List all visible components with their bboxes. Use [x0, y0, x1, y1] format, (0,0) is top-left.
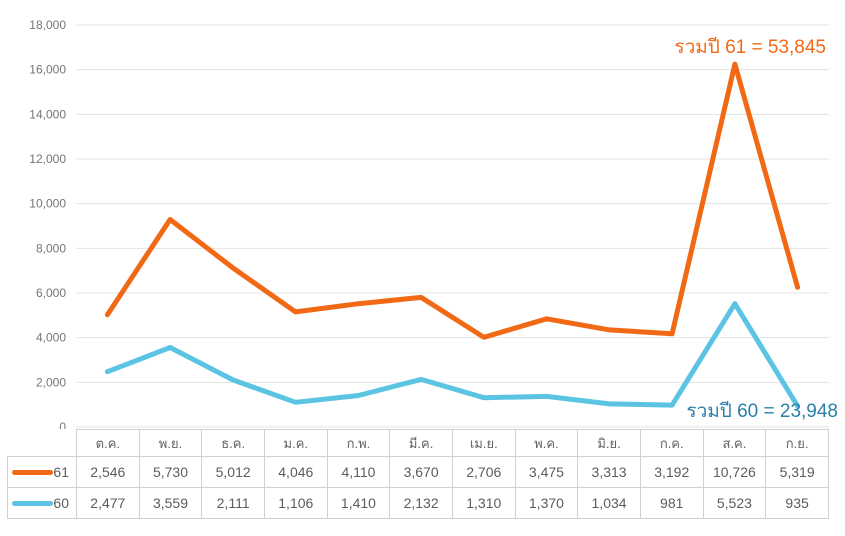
- annotation-total-61: รวมปี 61 = 53,845: [674, 36, 826, 58]
- value-cell: 2,706: [451, 456, 516, 488]
- series-line-61: [104, 61, 801, 340]
- value-cell: 3,313: [577, 456, 641, 488]
- value-cell: 3,475: [514, 456, 579, 488]
- series-label: 61: [53, 464, 69, 480]
- value-cell: 5,523: [702, 487, 767, 519]
- y-axis-tick-label: 4,000: [36, 331, 66, 345]
- y-axis-tick-label: 18,000: [29, 18, 66, 32]
- value-cell: 4,110: [326, 456, 391, 488]
- value-cell: 2,546: [76, 456, 140, 488]
- y-axis-tick-label: 14,000: [29, 107, 66, 121]
- value-cell: 981: [639, 487, 704, 519]
- y-axis-tick-label: 12,000: [29, 152, 66, 166]
- table-row-61: 61 2,546 5,730 5,012 4,046 4,110 3,670 2,706 3,4…: [7, 456, 829, 488]
- table-header-row: ต.ค. พ.ย. ธ.ค. ม.ค. ก.พ. มี.ค. เม.ย. พ.ค. มิ.ย. ก…: [8, 429, 829, 457]
- stacked-line-chart: 0 2,000 4,000 6,000 8,000 10,000 12,000 14,000 1…: [29, 18, 838, 429]
- table-row-60: 60 2,477 3,559 2,111 1,106 1,410 2,132 1,310 1,3…: [7, 487, 829, 519]
- value-cell: 4,046: [263, 456, 328, 488]
- value-cell: 1,034: [577, 487, 641, 519]
- month-header-cell: ก.พ.: [326, 429, 391, 457]
- value-cell: 3,192: [639, 456, 704, 488]
- table-corner-cell: [8, 430, 77, 457]
- annotation-total-60: รวมปี 60 = 23,948: [686, 400, 838, 422]
- y-axis-tick-label: 16,000: [29, 63, 66, 77]
- value-cell: 1,106: [263, 487, 328, 519]
- value-cell: 1,310: [451, 487, 516, 519]
- month-header-cell: ก.ย.: [765, 429, 829, 457]
- legend-cell-60: 60: [7, 487, 77, 519]
- value-cell: 5,012: [201, 456, 265, 488]
- month-header-cell: ก.ค.: [639, 429, 704, 457]
- series-line-60: [104, 301, 801, 409]
- value-cell: 2,111: [201, 487, 265, 519]
- month-header-cell: ส.ค.: [702, 429, 767, 457]
- month-header-cell: พ.ค.: [514, 429, 579, 457]
- series-60-swatch-icon: [12, 500, 54, 506]
- y-axis-tick-label: 2,000: [36, 375, 66, 389]
- month-header-cell: พ.ย.: [138, 429, 203, 457]
- y-axis-tick-label: 0: [59, 420, 66, 429]
- legend-cell-61: 61: [7, 456, 77, 488]
- value-cell: 2,132: [389, 487, 453, 519]
- value-cell: 3,559: [138, 487, 203, 519]
- month-header-cell: มี.ค.: [389, 429, 453, 457]
- value-cell: 5,730: [138, 456, 203, 488]
- value-cell: 2,477: [76, 487, 140, 519]
- value-cell: 935: [765, 487, 829, 519]
- value-cell: 5,319: [765, 456, 829, 488]
- month-header-cell: มิ.ย.: [577, 429, 641, 457]
- month-header-cell: ธ.ค.: [201, 429, 265, 457]
- value-cell: 1,410: [326, 487, 391, 519]
- y-axis-tick-label: 8,000: [36, 241, 66, 255]
- value-cell: 10,726: [702, 456, 767, 488]
- data-table: ต.ค. พ.ย. ธ.ค. ม.ค. ก.พ. มี.ค. เม.ย. พ.ค. มิ.ย. ก…: [7, 429, 829, 519]
- series-label: 60: [53, 495, 69, 511]
- month-header-cell: เม.ย.: [451, 429, 516, 457]
- month-header-cell: ม.ค.: [263, 429, 328, 457]
- month-header-cell: ต.ค.: [76, 429, 140, 457]
- value-cell: 3,670: [389, 456, 453, 488]
- y-axis-tick-label: 6,000: [36, 286, 66, 300]
- series-61-swatch-icon: [12, 469, 54, 475]
- value-cell: 1,370: [514, 487, 579, 519]
- y-axis-tick-label: 10,000: [29, 197, 66, 211]
